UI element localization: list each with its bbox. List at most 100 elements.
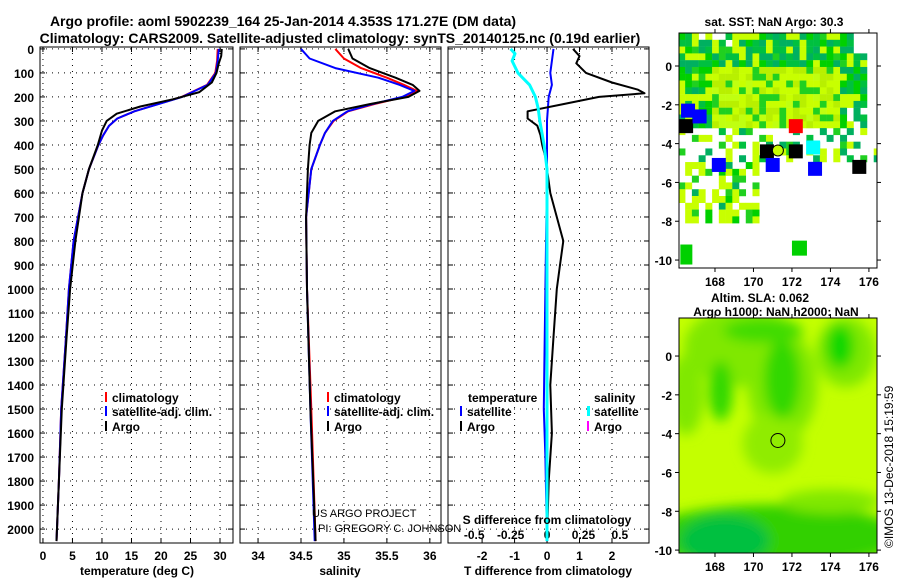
sst-cell (759, 107, 767, 115)
sst-cell (718, 175, 726, 183)
sst-cell (698, 60, 706, 68)
sst-cell (833, 39, 841, 47)
sst-cell (806, 87, 814, 95)
sst-cell (806, 46, 814, 54)
sst-cell (819, 80, 827, 88)
plot-frame (239, 46, 442, 544)
sst-cell (725, 189, 733, 197)
sst-cell (705, 80, 713, 88)
sst-cell (806, 53, 814, 61)
sst-cell (698, 46, 706, 54)
sst-cell (712, 107, 720, 115)
sst-cell (813, 155, 821, 163)
float-marker (681, 103, 696, 118)
sst-cell (712, 39, 720, 47)
sst-cell (819, 33, 827, 40)
depth-tick-label: 0 (27, 43, 34, 57)
sst-cell (739, 121, 747, 129)
sst-cell (745, 162, 753, 170)
sla-blob (723, 318, 804, 343)
sst-cell (826, 94, 834, 102)
sst-cell (718, 168, 726, 176)
lon-tick-label: 174 (820, 560, 840, 574)
sst-cell (846, 73, 854, 81)
sst-cell (779, 94, 787, 102)
sst-cell (833, 148, 841, 156)
sst-cell (846, 155, 854, 163)
sst-cell (786, 60, 794, 68)
legend-temp-argo: Argo (467, 420, 495, 434)
sst-cell (698, 66, 706, 74)
sst-cell (759, 46, 767, 54)
sst-cell (765, 114, 773, 122)
sst-cell (765, 39, 773, 47)
legend-climatology: climatology (334, 391, 401, 405)
sst-cell (833, 60, 841, 68)
temperature-legend: climatology satellite-adj. clim. Argo (105, 391, 212, 434)
sst-cell (813, 114, 821, 122)
sst-cell (705, 87, 713, 95)
s-tick-label: 0.5 (612, 528, 629, 542)
sst-cell (725, 73, 733, 81)
sst-cell (840, 66, 848, 74)
sst-cell (725, 216, 733, 224)
sst-cell (813, 46, 821, 54)
sst-cell (725, 162, 733, 170)
depth-tick-label: 300 (14, 115, 34, 129)
sst-cell (765, 60, 773, 68)
legend-temperature-header: temperature (468, 391, 538, 405)
legend-climatology: climatology (112, 391, 179, 405)
sst-cell (698, 39, 706, 47)
sst-cell (819, 128, 827, 136)
project-credit: US ARGO PROJECT (312, 508, 417, 520)
sst-cell (759, 80, 767, 88)
sst-cell (705, 202, 713, 210)
series-line-salinity-satellite (509, 47, 549, 542)
sst-cell (732, 209, 740, 217)
legend-swatch-climatology (327, 392, 329, 402)
sst-cell (833, 66, 841, 74)
sst-cell (833, 80, 841, 88)
sst-cell (718, 121, 726, 129)
sst-cell (786, 87, 794, 95)
sst-cell (873, 148, 877, 156)
sst-cell (833, 155, 841, 163)
sst-cell (739, 107, 747, 115)
sst-cell (705, 114, 713, 122)
sst-cell (792, 73, 800, 81)
sst-cell (772, 53, 780, 61)
sst-cell (799, 73, 807, 81)
sst-cell (772, 114, 780, 122)
sst-cell (833, 53, 841, 61)
sst-cell (691, 202, 699, 210)
sst-cell (712, 73, 720, 81)
lat-tick-label: -4 (661, 138, 672, 152)
sst-cell (772, 94, 780, 102)
sst-cell (833, 100, 841, 108)
title-line-2: Climatology: CARS2009. Satellite-adjuste… (40, 30, 641, 46)
sst-cell (745, 33, 753, 40)
sst-cell (806, 60, 814, 68)
s-difference-axis-label: S difference from climatology (463, 513, 632, 527)
sst-cell (739, 202, 747, 210)
sst-cell (799, 53, 807, 61)
sst-cell (752, 216, 760, 224)
legend-satellite-adj: satellite-adj. clim. (112, 405, 212, 419)
sst-cell (799, 100, 807, 108)
sla-map: 168 170 172 174 176 0 -2 -4 -6 -8 -10 (655, 314, 881, 574)
sst-cell (846, 46, 854, 54)
sst-cell (679, 87, 686, 95)
sla-field (679, 318, 877, 553)
sst-cell (685, 114, 693, 122)
sst-cell (806, 100, 814, 108)
sst-cell (813, 53, 821, 61)
sst-cell (691, 94, 699, 102)
legend-swatch-argo (105, 421, 107, 431)
sst-cell (691, 73, 699, 81)
sst-cell (799, 80, 807, 88)
sst-cell (725, 46, 733, 54)
sst-cell (725, 66, 733, 74)
sst-cell (685, 168, 693, 176)
sst-cell (779, 39, 787, 47)
map-frame (678, 317, 878, 554)
